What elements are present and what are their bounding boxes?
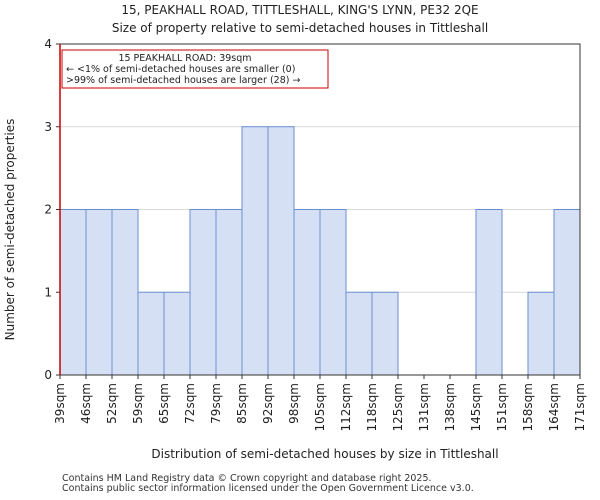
bar-39sqm xyxy=(59,209,87,376)
x-tick-label-131sqm: 131sqm xyxy=(417,383,431,431)
bar-145sqm xyxy=(475,209,503,376)
x-tick-label-92sqm: 92sqm xyxy=(261,383,275,424)
x-tick-label-59sqm: 59sqm xyxy=(131,383,145,424)
y-axis-label: Number of semi-detached properties xyxy=(3,119,17,341)
annotation-line-2: ← <1% of semi-detached houses are smalle… xyxy=(66,64,295,75)
y-tick-label-1: 1 xyxy=(44,285,52,299)
bar-46sqm xyxy=(85,209,113,376)
bar-85sqm xyxy=(241,126,269,376)
x-axis-label: Distribution of semi-detached houses by … xyxy=(151,447,498,461)
x-tick-label-158sqm: 158sqm xyxy=(521,383,535,431)
x-tick-label-125sqm: 125sqm xyxy=(391,383,405,431)
chart-title: 15, PEAKHALL ROAD, TITTLESHALL, KING'S L… xyxy=(121,3,479,17)
x-tick-label-46sqm: 46sqm xyxy=(79,383,93,424)
y-tick-label-0: 0 xyxy=(44,368,52,382)
x-tick-label-72sqm: 72sqm xyxy=(183,383,197,424)
bar-65sqm xyxy=(163,291,191,376)
annotation-line-3: >99% of semi-detached houses are larger … xyxy=(66,75,300,86)
bar-72sqm xyxy=(189,209,217,376)
y-tick-label-4: 4 xyxy=(44,37,52,51)
x-tick-label-118sqm: 118sqm xyxy=(365,383,379,431)
bar-92sqm xyxy=(267,126,295,376)
y-tick-label-2: 2 xyxy=(44,203,52,217)
annotation-box xyxy=(61,49,329,89)
x-tick-label-171sqm: 171sqm xyxy=(573,383,587,431)
x-tick-label-98sqm: 98sqm xyxy=(287,383,301,424)
x-tick-label-151sqm: 151sqm xyxy=(495,383,509,431)
bar-112sqm xyxy=(345,291,373,376)
bar-79sqm xyxy=(215,209,243,376)
bar-118sqm xyxy=(371,291,399,376)
bar-52sqm xyxy=(111,209,139,376)
x-tick-label-52sqm: 52sqm xyxy=(105,383,119,424)
x-tick-label-145sqm: 145sqm xyxy=(469,383,483,431)
x-tick-label-164sqm: 164sqm xyxy=(547,383,561,431)
bar-164sqm xyxy=(553,209,581,376)
footer-line-1: Contains HM Land Registry data © Crown c… xyxy=(62,473,432,484)
x-tick-label-65sqm: 65sqm xyxy=(157,383,171,424)
x-tick-label-138sqm: 138sqm xyxy=(443,383,457,431)
x-tick-label-79sqm: 79sqm xyxy=(209,383,223,424)
bar-59sqm xyxy=(137,291,165,376)
bar-98sqm xyxy=(293,209,321,376)
y-tick-label-3: 3 xyxy=(44,120,52,134)
x-tick-label-85sqm: 85sqm xyxy=(235,383,249,424)
chart-subtitle: Size of property relative to semi-detach… xyxy=(111,21,489,35)
x-tick-label-112sqm: 112sqm xyxy=(339,383,353,431)
x-tick-label-105sqm: 105sqm xyxy=(313,383,327,431)
annotation-line-1: 15 PEAKHALL ROAD: 39sqm xyxy=(118,53,251,64)
footer-line-2: Contains public sector information licen… xyxy=(62,483,474,494)
bar-158sqm xyxy=(527,291,555,376)
bar-105sqm xyxy=(319,209,347,376)
x-tick-label-39sqm: 39sqm xyxy=(53,383,67,424)
